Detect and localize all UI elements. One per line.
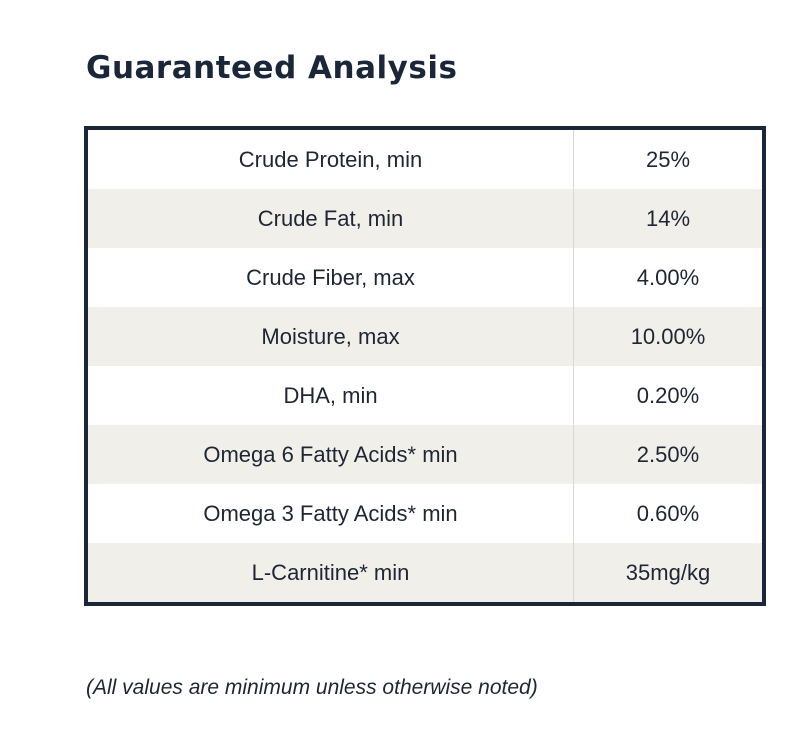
table-row: Moisture, max 10.00%	[88, 307, 762, 366]
page-title: Guaranteed Analysis	[86, 50, 458, 86]
nutrient-value: 10.00%	[573, 307, 762, 366]
nutrient-name: L-Carnitine* min	[88, 543, 574, 602]
nutrient-value: 35mg/kg	[573, 543, 762, 602]
nutrient-name: DHA, min	[88, 366, 574, 425]
nutrient-value: 25%	[645, 146, 691, 172]
table-row: DHA, min 0.20%	[88, 366, 762, 425]
nutrient-value: 4.00%	[636, 264, 700, 290]
table-row: L-Carnitine* min 35mg/kg	[88, 543, 762, 602]
nutrient-value: 2.50%	[573, 425, 762, 484]
nutrient-name: Moisture, max	[88, 307, 574, 366]
guaranteed-analysis-table: Crude Protein, min 25% Crude Fat, min 14…	[84, 126, 766, 606]
table-row: Crude Fiber, max 4.00%	[88, 248, 762, 307]
table-row: Crude Protein, min 25%	[88, 130, 762, 189]
nutrient-name: Crude Fat, min	[88, 189, 574, 248]
table-row: Omega 3 Fatty Acids* min 0.60%	[88, 484, 762, 543]
nutrient-name: Crude Fiber, max	[88, 248, 574, 307]
nutrient-value: 0.20%	[636, 382, 700, 408]
table-row: Crude Fat, min 14%	[88, 189, 762, 248]
nutrient-name: Omega 3 Fatty Acids* min	[88, 484, 574, 543]
nutrient-name: Omega 6 Fatty Acids* min	[88, 425, 574, 484]
nutrient-name: Crude Protein, min	[88, 130, 574, 189]
nutrient-value: 0.60%	[636, 500, 700, 526]
footnote: (All values are minimum unless otherwise…	[86, 676, 538, 699]
nutrient-value: 14%	[573, 189, 762, 248]
table-row: Omega 6 Fatty Acids* min 2.50%	[88, 425, 762, 484]
